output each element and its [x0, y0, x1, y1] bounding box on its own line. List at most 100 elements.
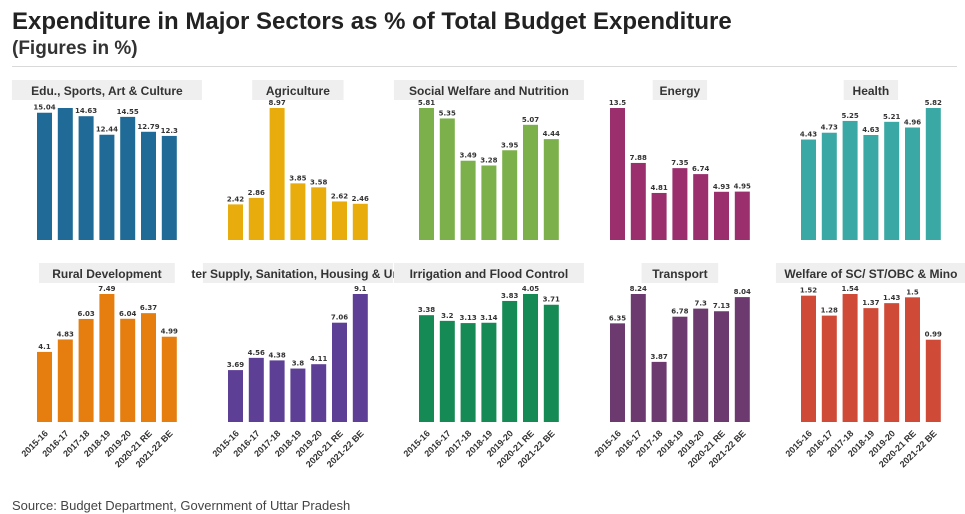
- bar: [821, 315, 837, 422]
- data-label: 4.99: [161, 328, 178, 336]
- bar: [734, 191, 750, 240]
- chart-subtitle: (Figures in %): [12, 38, 138, 59]
- data-label: 4.95: [734, 183, 751, 191]
- data-label: 13.5: [609, 99, 626, 107]
- bar: [925, 339, 941, 422]
- data-label: 7.88: [630, 154, 647, 162]
- bar: [99, 294, 115, 422]
- bar: [543, 304, 559, 422]
- bar: [821, 132, 837, 240]
- bar: [311, 364, 327, 422]
- data-label: 1.28: [821, 307, 838, 315]
- data-label: 7.49: [98, 285, 115, 293]
- bar: [651, 361, 667, 422]
- bar: [228, 204, 243, 240]
- panel-title-bg: [641, 263, 719, 283]
- data-label: 4.73: [821, 124, 838, 132]
- data-label: 4.83: [57, 330, 74, 338]
- bar: [161, 336, 177, 422]
- data-label: 3.71: [543, 296, 560, 304]
- panel-title: ter Supply, Sanitation, Housing & Urb: [191, 267, 404, 281]
- panel-title-bg: [843, 80, 899, 100]
- panel-title-bg: [652, 80, 708, 100]
- data-label: 4.11: [310, 355, 327, 363]
- bar: [672, 316, 688, 422]
- bar: [248, 197, 264, 240]
- bar: [57, 108, 73, 240]
- panel-title-bg: [393, 263, 584, 283]
- bar: [863, 134, 879, 240]
- bar: [672, 168, 688, 240]
- bar: [332, 322, 347, 422]
- data-label: 5.25: [841, 112, 858, 120]
- data-label: 4.81: [650, 184, 667, 192]
- data-label: 5.35: [439, 109, 456, 117]
- bar: [801, 295, 816, 422]
- panel-title: Irrigation and Flood Control: [410, 267, 569, 281]
- data-label: 12.79: [137, 123, 159, 131]
- data-label: 5.21: [883, 113, 900, 121]
- bar: [269, 360, 285, 422]
- data-label: 6.78: [671, 308, 688, 316]
- panel-title: Energy: [660, 84, 701, 98]
- data-label: 6.37: [140, 304, 157, 312]
- bar: [801, 139, 816, 240]
- panel-title-bg: [252, 80, 344, 100]
- data-label: 4.93: [713, 183, 730, 191]
- data-label: 3.13: [459, 314, 476, 322]
- chart-panel: Welfare of SC/ ST/OBC & Mino1.522015-161…: [775, 263, 965, 469]
- bar: [78, 318, 94, 422]
- data-label: 3.49: [459, 152, 476, 160]
- bar: [543, 139, 559, 240]
- data-label: 8.24: [630, 285, 647, 293]
- bar: [332, 201, 347, 240]
- data-label: 6.03: [77, 310, 94, 318]
- panel-title: Welfare of SC/ ST/OBC & Mino: [784, 267, 957, 281]
- data-label: 3.83: [501, 292, 518, 300]
- bar: [905, 127, 920, 240]
- data-label: 5.82: [925, 99, 942, 107]
- chart-panel: Health 4.43 4.735.25 4.63 5.21 4.96 5.82: [800, 80, 942, 240]
- data-label: 12.3: [161, 127, 178, 135]
- data-label: 3.8: [292, 360, 305, 368]
- data-label: 5.81: [418, 99, 435, 107]
- bar: [78, 116, 94, 240]
- bar: [502, 150, 518, 240]
- data-label: 3.87: [650, 353, 667, 361]
- data-label: 3.28: [480, 156, 497, 164]
- bar: [460, 323, 476, 422]
- bar: [481, 322, 497, 422]
- data-label: 3.14: [480, 314, 497, 322]
- data-label: 6.04: [119, 310, 136, 318]
- data-label: 1.43: [883, 294, 900, 302]
- panel-title: Transport: [652, 267, 707, 281]
- data-label: 4.43: [800, 131, 817, 139]
- bar: [99, 134, 115, 240]
- bar: [290, 368, 306, 422]
- bar: [161, 135, 177, 240]
- bar: [693, 174, 709, 240]
- bar: [630, 162, 646, 240]
- data-label: 1.5: [906, 288, 919, 296]
- bar: [439, 118, 455, 240]
- bar: [57, 339, 73, 422]
- bar: [460, 160, 476, 240]
- bar: [610, 108, 625, 240]
- data-label: 1.52: [800, 287, 817, 295]
- source-note: Source: Budget Department, Government of…: [12, 498, 351, 513]
- data-label: 7.13: [713, 302, 730, 310]
- bar: [120, 116, 136, 240]
- bar: [419, 315, 434, 422]
- data-label: 3.2: [441, 312, 454, 320]
- bar: [419, 108, 434, 240]
- bar: [905, 297, 920, 422]
- bar: [714, 191, 729, 240]
- panel-title: Social Welfare and Nutrition: [409, 84, 569, 98]
- bar: [610, 323, 625, 422]
- chart-panel: Edu., Sports, Art & Culture 15.04 14.63 12.…: [11, 80, 202, 240]
- chart-panel: Irrigation and Flood Control3.382015-163…: [393, 263, 584, 469]
- bar: [523, 124, 538, 240]
- chart-panel: Transport6.352015-168.242016-173.872017-…: [592, 263, 751, 469]
- panel-title: Edu., Sports, Art & Culture: [31, 84, 183, 98]
